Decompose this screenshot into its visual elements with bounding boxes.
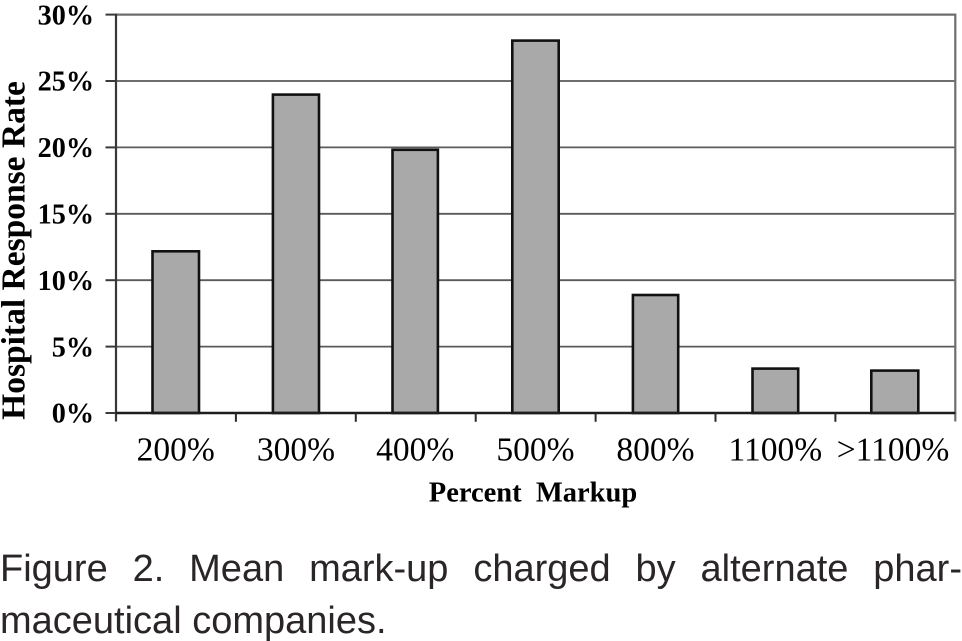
svg-text:400%: 400%	[376, 432, 454, 469]
svg-text:15%: 15%	[38, 200, 94, 231]
svg-text:Percent Markup: Percent Markup	[429, 478, 637, 509]
svg-text:>1100%: >1100%	[837, 432, 950, 469]
svg-text:10%: 10%	[38, 266, 94, 297]
svg-text:30%: 30%	[38, 0, 94, 31]
svg-text:300%: 300%	[257, 432, 335, 469]
svg-text:1100%: 1100%	[728, 432, 822, 469]
svg-text:0%: 0%	[52, 399, 94, 430]
svg-text:800%: 800%	[616, 432, 694, 469]
svg-text:500%: 500%	[496, 432, 574, 469]
svg-text:20%: 20%	[38, 133, 94, 164]
svg-text:25%: 25%	[38, 67, 94, 98]
svg-text:Hospital Response Rate: Hospital Response Rate	[0, 81, 33, 420]
svg-text:5%: 5%	[52, 332, 94, 363]
svg-text:200%: 200%	[137, 432, 215, 469]
